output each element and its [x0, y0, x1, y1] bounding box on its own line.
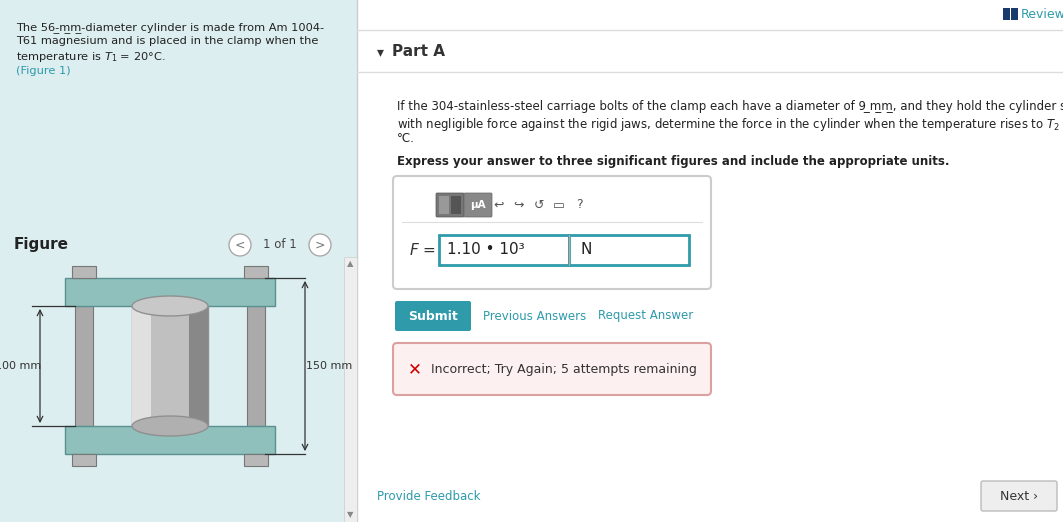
Bar — [439, 235, 569, 265]
FancyBboxPatch shape — [395, 301, 471, 331]
Text: Submit: Submit — [408, 310, 458, 323]
Bar — [1003, 8, 1010, 20]
FancyBboxPatch shape — [5, 7, 348, 123]
Text: >: > — [315, 239, 325, 252]
Bar — [65, 426, 275, 454]
Text: Figure: Figure — [14, 238, 69, 253]
Text: 100 mm: 100 mm — [0, 361, 41, 371]
Bar — [75, 306, 92, 426]
Text: N: N — [581, 243, 592, 257]
Circle shape — [309, 234, 331, 256]
Text: Provide Feedback: Provide Feedback — [377, 491, 480, 504]
Bar — [357, 0, 1063, 522]
Bar — [189, 306, 208, 426]
Text: 150 mm: 150 mm — [306, 361, 352, 371]
Bar — [439, 196, 449, 214]
Bar — [247, 306, 265, 426]
Text: temperature is $\mathit{T}_1$ = 20°C.: temperature is $\mathit{T}_1$ = 20°C. — [16, 50, 166, 64]
Text: ▲: ▲ — [348, 259, 354, 268]
Text: T61 magnesium and is placed in the clamp when the: T61 magnesium and is placed in the clamp… — [16, 36, 319, 46]
Text: ▭: ▭ — [553, 198, 564, 211]
Bar — [344, 257, 357, 522]
Ellipse shape — [132, 296, 208, 316]
Circle shape — [229, 234, 251, 256]
Text: <: < — [235, 239, 246, 252]
Text: Previous Answers: Previous Answers — [483, 310, 587, 323]
Ellipse shape — [132, 416, 208, 436]
Text: ↺: ↺ — [534, 198, 544, 211]
FancyBboxPatch shape — [393, 176, 711, 289]
Bar — [132, 306, 151, 426]
Text: The 56-̲m̲m̲-diameter cylinder is made from Am 1004-: The 56-̲m̲m̲-diameter cylinder is made f… — [16, 22, 324, 33]
Text: 1.10 • 10³: 1.10 • 10³ — [448, 243, 525, 257]
Bar — [244, 266, 268, 278]
Text: ✕: ✕ — [408, 360, 422, 378]
Bar — [0, 0, 357, 522]
Bar — [132, 306, 208, 426]
Text: Next ›: Next › — [1000, 491, 1039, 504]
Bar — [569, 235, 689, 265]
Text: Request Answer: Request Answer — [598, 310, 693, 323]
Bar — [72, 266, 96, 278]
Text: with negligible force against the rigid jaws, determine the force in the cylinde: with negligible force against the rigid … — [396, 116, 1063, 133]
FancyBboxPatch shape — [465, 193, 492, 217]
FancyBboxPatch shape — [981, 481, 1057, 511]
Bar — [72, 454, 96, 466]
Bar — [244, 454, 268, 466]
Text: (Figure 1): (Figure 1) — [16, 66, 70, 76]
Text: Incorrect; Try Again; 5 attempts remaining: Incorrect; Try Again; 5 attempts remaini… — [431, 362, 697, 375]
Text: ↩: ↩ — [493, 198, 504, 211]
Text: 1 of 1: 1 of 1 — [264, 239, 297, 252]
Bar — [451, 196, 461, 214]
Text: ?: ? — [576, 198, 583, 211]
Text: $F$ =: $F$ = — [409, 242, 436, 258]
Bar — [65, 278, 275, 306]
FancyBboxPatch shape — [393, 343, 711, 395]
Text: Part A: Part A — [392, 44, 445, 60]
Text: °C.: °C. — [396, 132, 415, 145]
Text: ↪: ↪ — [513, 198, 524, 211]
FancyBboxPatch shape — [436, 193, 465, 217]
Text: Review: Review — [1020, 7, 1063, 20]
Text: ▼: ▼ — [348, 511, 354, 519]
Text: If the 304-stainless-steel carriage bolts of the clamp each have a diameter of 9: If the 304-stainless-steel carriage bolt… — [396, 100, 1063, 113]
Text: ▾: ▾ — [377, 45, 384, 59]
Bar — [1011, 8, 1018, 20]
Text: Express your answer to three significant figures and include the appropriate uni: Express your answer to three significant… — [396, 155, 949, 168]
Text: μA: μA — [470, 200, 486, 210]
